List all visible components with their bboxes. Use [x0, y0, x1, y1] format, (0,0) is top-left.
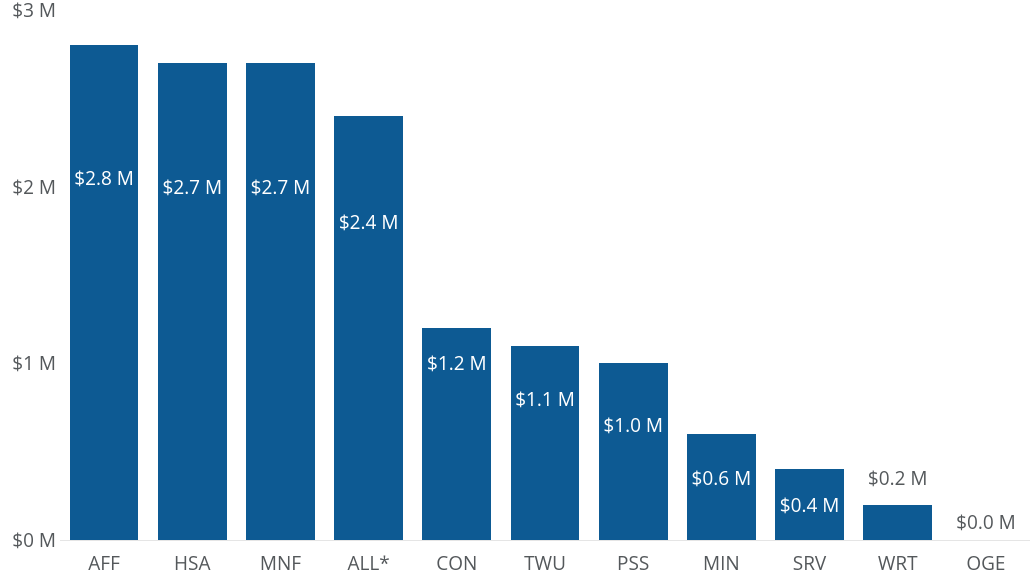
y-tick-label: $0 M: [12, 527, 56, 553]
x-tick-label: ALL*: [347, 550, 389, 576]
bar-value-label: $0.0 M: [956, 509, 1016, 535]
bar: [511, 346, 580, 540]
x-tick-label: SRV: [793, 550, 826, 576]
bar: [158, 63, 227, 540]
y-tick-label: $3 M: [12, 0, 56, 23]
bar-value-label: $0.4 M: [780, 492, 840, 518]
bar-value-label: $2.7 M: [162, 174, 222, 200]
bar-value-label: $1.0 M: [603, 412, 663, 438]
bar-value-label: $0.6 M: [692, 465, 752, 491]
bar-chart: $2.8 M $2.7 M $2.7 M $2.4 M $1.2 M $1.1 M $1.0…: [0, 0, 1036, 583]
y-tick-label: $2 M: [12, 174, 56, 200]
x-tick-label: OGE: [966, 550, 1005, 576]
x-tick-label: CON: [436, 550, 477, 576]
bar-value-label: $1.2 M: [427, 350, 487, 376]
bar: [70, 45, 139, 540]
x-tick-label: AFF: [88, 550, 120, 576]
bar: [246, 63, 315, 540]
y-tick-label: $1 M: [12, 350, 56, 376]
bar-value-label: $2.7 M: [251, 174, 311, 200]
x-tick-label: HSA: [174, 550, 210, 576]
x-tick-label: WRT: [878, 550, 918, 576]
x-tick-label: PSS: [617, 550, 649, 576]
x-tick-label: MNF: [260, 550, 301, 576]
bar-value-label: $2.4 M: [339, 209, 399, 235]
bar-value-label: $0.2 M: [868, 465, 928, 491]
bar-value-label: $2.8 M: [74, 165, 134, 191]
x-tick-label: MIN: [703, 550, 740, 576]
bar: [863, 505, 932, 540]
bar: [334, 116, 403, 540]
plot-area: $2.8 M $2.7 M $2.7 M $2.4 M $1.2 M $1.1 M $1.0…: [60, 10, 1030, 540]
x-tick-label: TWU: [524, 550, 566, 576]
bar-value-label: $1.1 M: [515, 386, 575, 412]
bar: [599, 363, 668, 540]
x-axis-line: [60, 540, 1030, 541]
